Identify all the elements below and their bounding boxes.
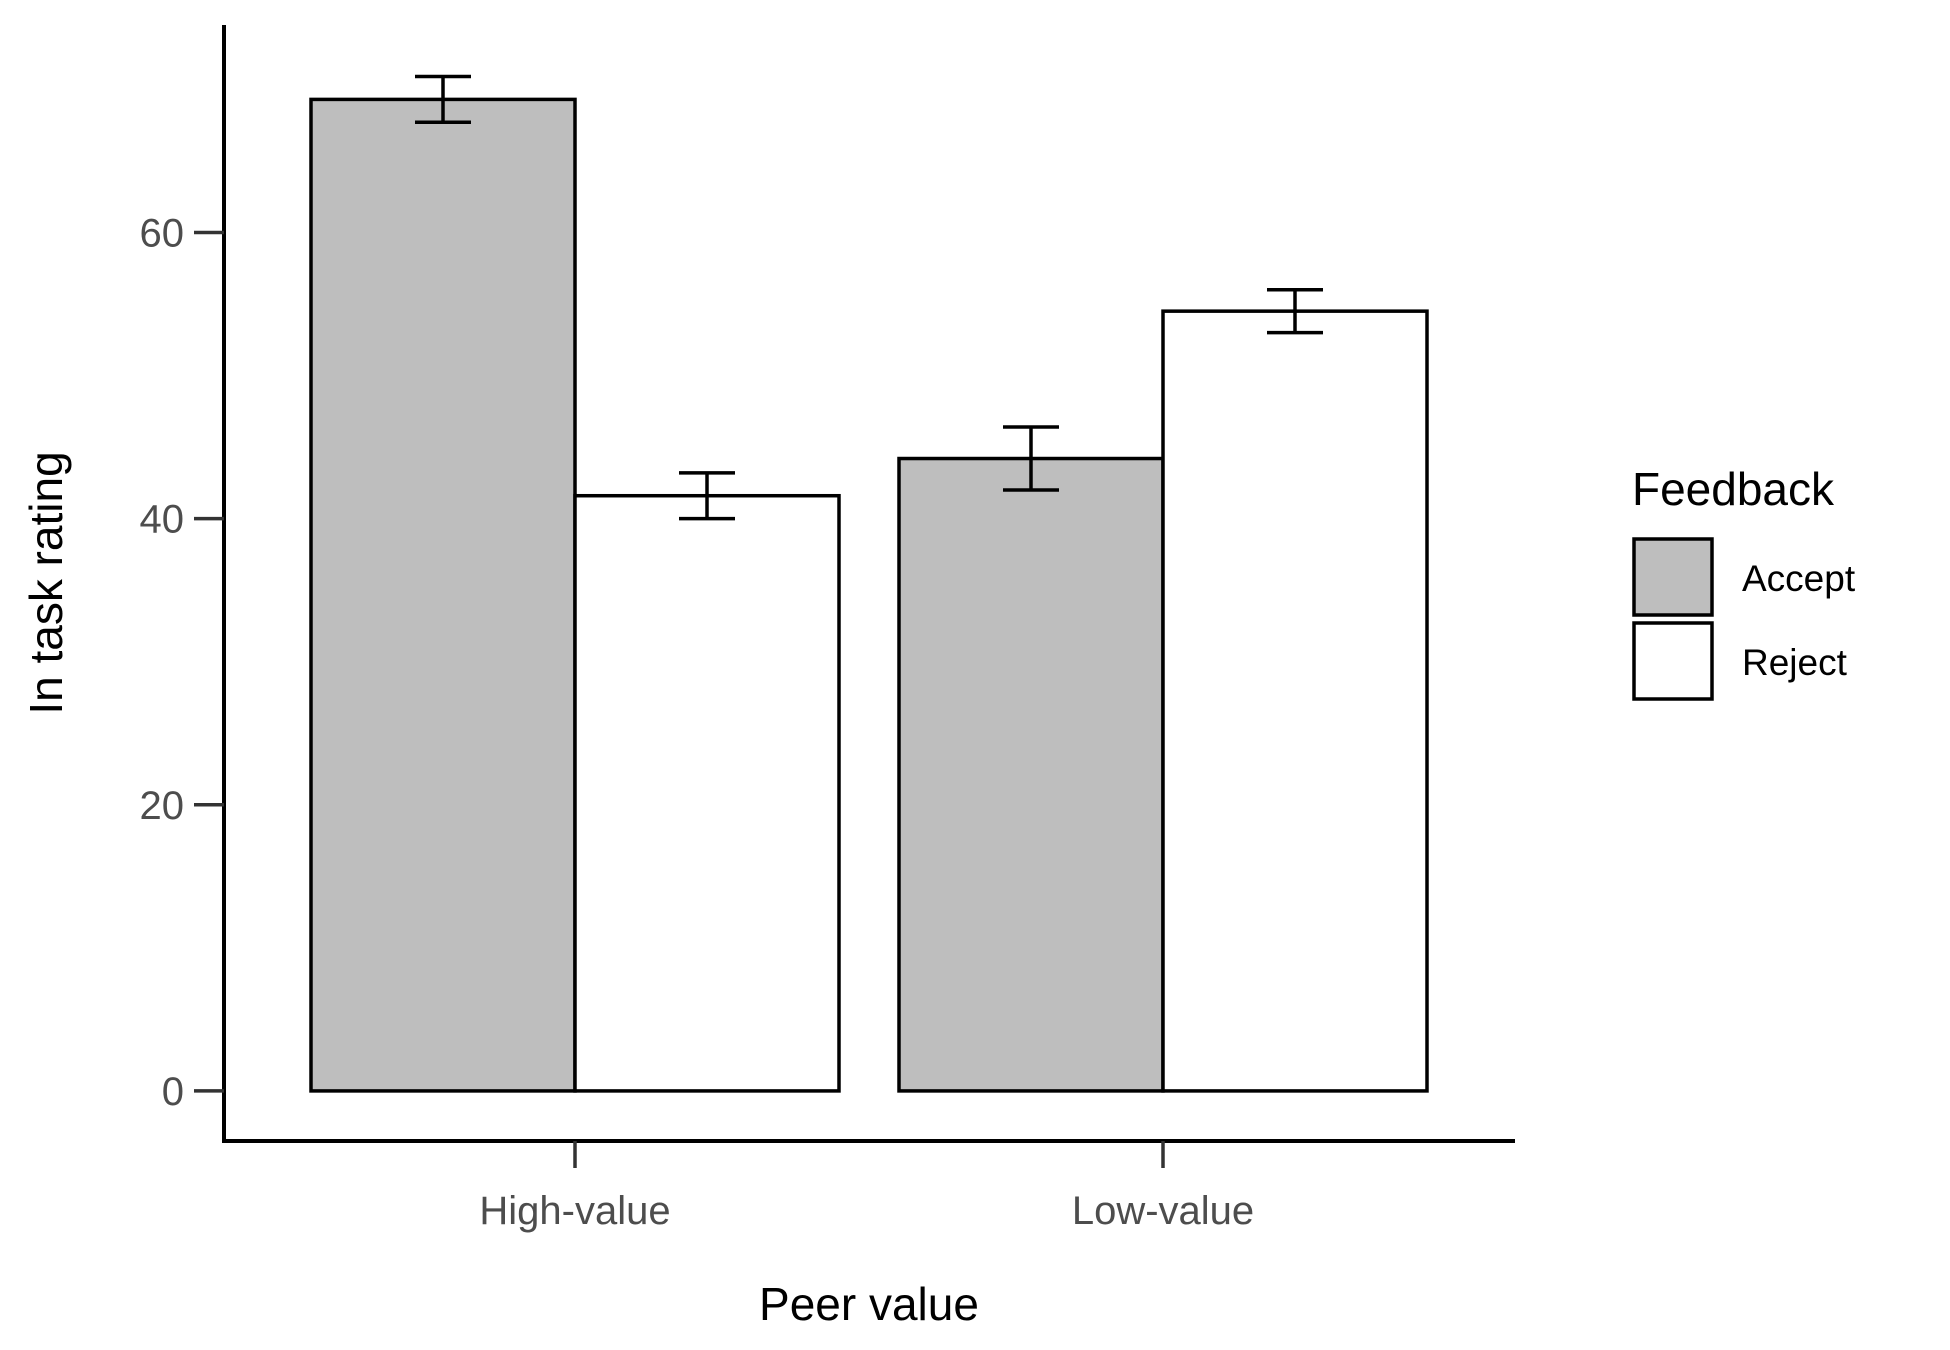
- bar-reject-low-value: [1161, 309, 1429, 1093]
- y-tick-label: 40: [140, 498, 185, 542]
- axes-layer: [222, 25, 1515, 1143]
- legend-key-accept: [1632, 537, 1714, 617]
- y-tick-label: 60: [140, 211, 185, 255]
- y-tick-label: 0: [162, 1070, 184, 1114]
- error-bars-layer: [415, 74, 1323, 521]
- y-tick-label: 20: [140, 784, 185, 828]
- legend-title: Feedback: [1632, 463, 1835, 515]
- error-bar-reject-low-value: [1267, 287, 1323, 335]
- x-ticks: High-value Low-value: [479, 1141, 1254, 1233]
- x-tick-label: High-value: [479, 1189, 670, 1233]
- legend-label-reject: Reject: [1742, 642, 1848, 683]
- bar-accept-low-value: [897, 456, 1165, 1093]
- bar-reject-high-value: [573, 493, 841, 1093]
- y-ticks: 0 20 40 60: [140, 211, 224, 1114]
- error-bar-reject-high-value: [679, 471, 735, 521]
- legend-label-accept: Accept: [1742, 558, 1856, 599]
- legend-key-reject: [1632, 621, 1714, 701]
- error-bar-accept-high-value: [415, 74, 471, 125]
- bar-accept-high-value: [309, 97, 577, 1093]
- legend: Feedback Accept Reject: [1632, 463, 1856, 701]
- bars-layer: [309, 97, 1429, 1093]
- x-tick-label: Low-value: [1072, 1189, 1254, 1233]
- error-bar-accept-low-value: [1003, 425, 1059, 492]
- x-axis-title: Peer value: [759, 1278, 979, 1330]
- y-axis-title: In task rating: [20, 451, 72, 714]
